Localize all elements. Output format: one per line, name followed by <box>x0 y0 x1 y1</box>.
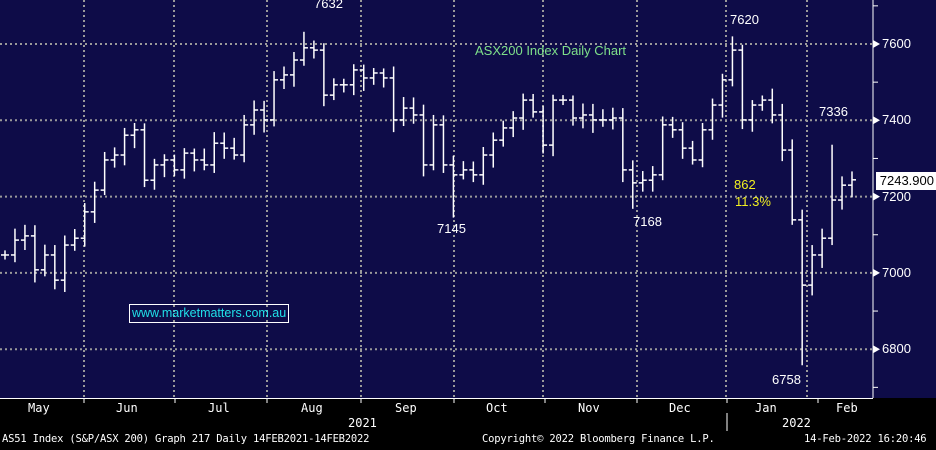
x-tick-label: Feb <box>836 401 858 415</box>
decline-points: 862 <box>734 177 756 192</box>
x-tick-label: Jan <box>755 401 777 415</box>
x-tick-label: May <box>28 401 50 415</box>
x-tick-label: Oct <box>486 401 508 415</box>
extreme-label: 7632 <box>314 0 343 11</box>
y-tick-label: 7200 <box>882 188 911 204</box>
chart-title: ASX200 Index Daily Chart <box>475 43 627 58</box>
y-tick-label: 7000 <box>882 264 911 280</box>
copyright: Copyright© 2022 Bloomberg Finance L.P. <box>482 433 715 445</box>
y-tick-arrow <box>873 192 880 201</box>
extreme-label: 7620 <box>730 12 759 27</box>
x-tick-label: Sep <box>395 401 417 415</box>
watermark-url: www.marketmatters.com.au <box>129 304 290 323</box>
y-tick-label: 7600 <box>882 36 911 51</box>
last-price-tag: 7243.900 <box>876 172 936 190</box>
x-tick-label: Nov <box>578 401 600 415</box>
extreme-label: 7145 <box>437 221 466 236</box>
extreme-label: 7336 <box>819 104 848 119</box>
axis-background <box>873 0 936 398</box>
x-tick-label: Jun <box>116 401 138 415</box>
x-tick-label: Dec <box>669 401 691 415</box>
y-tick-label: 6800 <box>882 341 911 357</box>
decline-percent: 11.3% <box>735 194 771 209</box>
year-label: 2022 <box>782 416 811 430</box>
extreme-label: 7168 <box>633 214 662 229</box>
y-tick-arrow <box>873 116 880 125</box>
x-tick-label: Aug <box>301 401 323 415</box>
timestamp: 14-Feb-2022 16:20:46 <box>804 433 927 445</box>
y-tick-arrow <box>873 40 880 48</box>
y-tick-arrow <box>873 268 880 277</box>
extreme-label: 6758 <box>772 372 801 387</box>
security-info: AS51 Index (S&P/ASX 200) Graph 217 Daily… <box>2 433 370 445</box>
year-label: 2021 <box>348 416 377 430</box>
x-tick-label: Jul <box>208 401 230 415</box>
plot-background <box>0 0 873 398</box>
y-tick-label: 7400 <box>882 112 911 128</box>
y-tick-arrow <box>873 345 880 354</box>
